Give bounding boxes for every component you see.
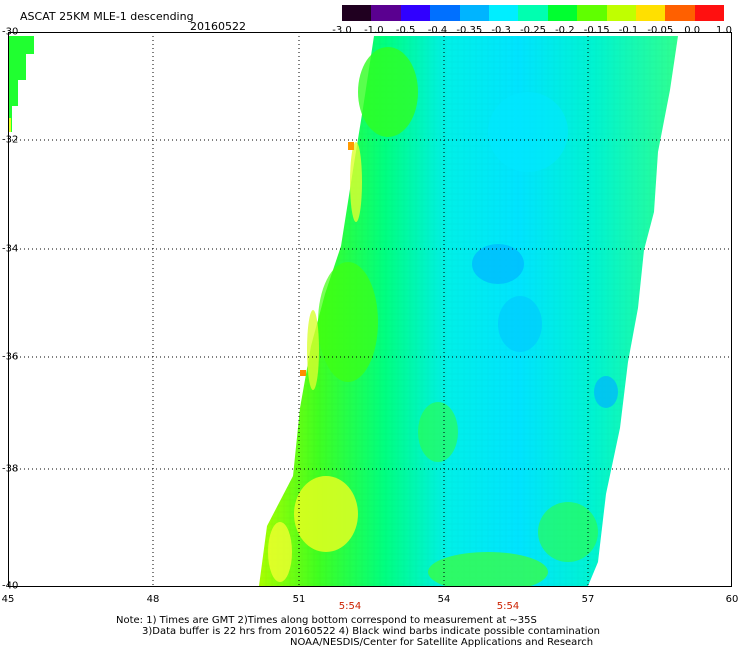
lat-label: -38 bbox=[2, 463, 19, 475]
yellow-patch bbox=[268, 522, 292, 582]
colorbar-segment bbox=[371, 5, 401, 21]
colorbar-label: -0.3 bbox=[491, 25, 511, 36]
lat-label: -40 bbox=[2, 580, 19, 592]
lat-label: -32 bbox=[2, 134, 19, 146]
colorbar-label: -3.0 bbox=[332, 25, 352, 36]
note-line-3: NOAA/NESDIS/Center for Satellite Applica… bbox=[290, 637, 594, 648]
colorbar-segment bbox=[606, 5, 636, 21]
map-date: 20160522 bbox=[190, 20, 246, 33]
colorbar-segment bbox=[459, 5, 489, 21]
colorbar-label: -0.1 bbox=[618, 25, 639, 36]
colorbar-segment bbox=[694, 5, 725, 21]
lon-label: 54 bbox=[437, 594, 451, 605]
blue-patch bbox=[594, 376, 618, 408]
yellow-patch bbox=[294, 476, 358, 552]
colorbar-label: 0.0 bbox=[684, 25, 701, 36]
main-swath bbox=[259, 36, 678, 586]
colorbar-segment bbox=[400, 5, 431, 21]
green-patch bbox=[538, 502, 598, 562]
colorbar-label: -0.4 bbox=[427, 25, 448, 36]
map-title: ASCAT 25KM MLE-1 descending bbox=[20, 10, 194, 23]
cyan-patch bbox=[488, 92, 568, 172]
green-patch bbox=[358, 47, 418, 137]
blue-patch bbox=[472, 244, 524, 284]
colorbar-segment bbox=[342, 5, 372, 21]
time-label: 5:54 bbox=[496, 601, 520, 612]
lon-label: 57 bbox=[581, 594, 595, 605]
colorbar-label: -0.2 bbox=[555, 25, 575, 36]
colorbar-label: -1.0 bbox=[364, 25, 384, 36]
colorbar-label: -0.5 bbox=[395, 25, 416, 36]
lon-label: 60 bbox=[725, 594, 739, 605]
note-line-2: 3)Data buffer is 22 hrs from 20160522 4)… bbox=[142, 626, 600, 637]
colorbar-label: 1.0 bbox=[716, 25, 732, 36]
note-line-1: Note: 1) Times are GMT 2)Times along bot… bbox=[116, 615, 537, 626]
colorbar-segment bbox=[547, 5, 578, 21]
time-label: 5:54 bbox=[338, 601, 362, 612]
colorbar-segment bbox=[665, 5, 695, 21]
west-swath-fragment bbox=[8, 36, 34, 132]
colorbar-label: -0.35 bbox=[456, 25, 483, 36]
lat-label: -36 bbox=[2, 351, 19, 363]
colorbar-label: -0.05 bbox=[647, 25, 674, 36]
lon-label: 48 bbox=[146, 594, 160, 605]
colorbar-segment bbox=[488, 5, 519, 21]
green-patch bbox=[428, 552, 548, 586]
lat-label: -34 bbox=[2, 243, 19, 255]
yellow-patch bbox=[350, 142, 362, 222]
map-svg bbox=[8, 32, 731, 586]
colorbar-label: -0.15 bbox=[583, 25, 610, 36]
lat-label: -30 bbox=[2, 26, 19, 38]
yellow-pixel bbox=[8, 118, 11, 132]
orange-pixel bbox=[300, 370, 306, 376]
colorbar-label: -0.25 bbox=[520, 25, 546, 36]
green-patch bbox=[418, 402, 458, 462]
lon-label: 45 bbox=[1, 594, 15, 605]
colorbar-segment bbox=[577, 5, 607, 21]
yellow-patch bbox=[307, 310, 319, 390]
blue-patch bbox=[498, 296, 542, 352]
colorbar-segment bbox=[635, 5, 666, 21]
green-patch bbox=[318, 262, 378, 382]
colorbar-segment bbox=[430, 5, 460, 21]
lon-label: 51 bbox=[292, 594, 306, 605]
map-plot bbox=[8, 32, 731, 586]
colorbar-segment bbox=[518, 5, 548, 21]
orange-pixel bbox=[348, 142, 354, 150]
colorbar bbox=[342, 5, 725, 21]
graticule bbox=[8, 32, 731, 586]
